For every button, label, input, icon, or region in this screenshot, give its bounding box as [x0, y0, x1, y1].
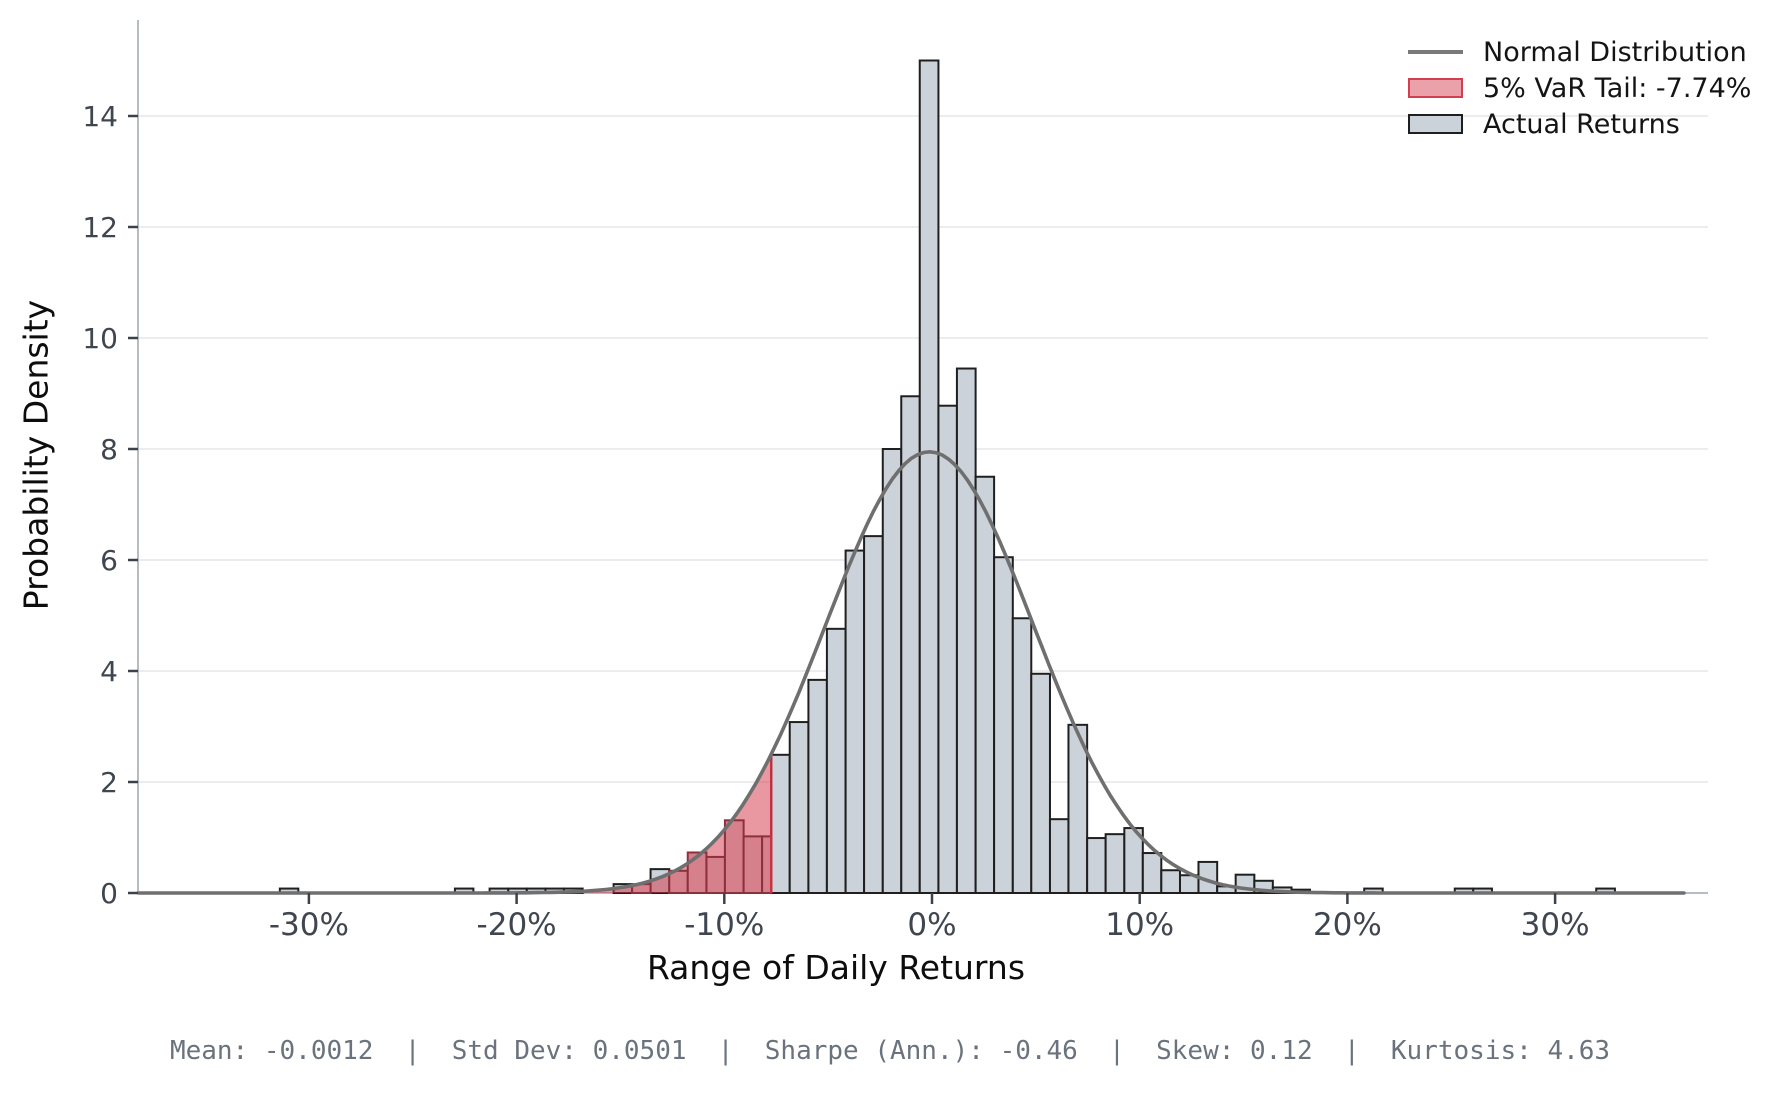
y-tick-label: 12: [82, 211, 118, 244]
var-tail-bar: [742, 835, 764, 895]
stats-footer: Mean: -0.0012 | Std Dev: 0.0501 | Sharpe…: [169, 1036, 1611, 1066]
y-tick-label: 14: [82, 100, 118, 133]
x-tick-label: 30%: [1521, 907, 1590, 943]
histogram-bar: [1030, 672, 1051, 895]
legend-label: Normal Distribution: [1483, 36, 1747, 68]
histogram-bar: [1141, 852, 1163, 894]
x-tick-label: -30%: [269, 907, 349, 943]
legend: Normal Distribution 5% VaR Tail: -7.74% …: [1408, 36, 1751, 144]
y-tick-label: 10: [82, 322, 118, 355]
histogram-bar: [993, 556, 1014, 894]
histogram-bar: [955, 367, 977, 894]
histogram-bar: [1048, 818, 1070, 894]
histogram-bar: [844, 549, 866, 894]
y-tick-label: 0: [100, 877, 118, 910]
legend-item-actual-returns: Actual Returns: [1408, 108, 1751, 140]
var-tail-swatch-icon: [1408, 78, 1463, 98]
x-tick-label: -10%: [684, 907, 764, 943]
histogram-bar: [974, 475, 996, 894]
histogram-bar: [918, 59, 940, 894]
histogram-bar: [881, 448, 903, 894]
x-tick-label: 0%: [907, 907, 956, 943]
x-tick-label: -20%: [477, 907, 557, 943]
normal-curve: [136, 449, 1686, 895]
y-tick-label: 4: [100, 655, 118, 688]
var-tail-bar: [705, 855, 726, 894]
normal-curve-swatch-icon: [1408, 50, 1463, 54]
histogram-bar: [1104, 833, 1126, 894]
y-tick-label: 8: [100, 433, 118, 466]
actual-returns-swatch-icon: [1408, 114, 1463, 134]
histogram-bar: [1160, 869, 1181, 894]
y-tick-label: 2: [100, 766, 118, 799]
histogram-bar: [770, 753, 791, 894]
x-axis-title: Range of Daily Returns: [646, 948, 1026, 987]
var-tail-bar: [761, 835, 773, 895]
x-tick-label: 20%: [1313, 907, 1382, 943]
histogram-bar: [937, 404, 958, 894]
y-tick-label: 6: [100, 544, 118, 577]
histogram-bar: [825, 627, 847, 894]
legend-item-var-tail: 5% VaR Tail: -7.74%: [1408, 72, 1751, 104]
legend-item-normal-distribution: Normal Distribution: [1408, 36, 1751, 68]
histogram-bar: [900, 395, 921, 894]
histogram-bar: [807, 678, 828, 894]
histogram-bar: [1067, 723, 1089, 895]
x-tick-label: 10%: [1105, 907, 1174, 943]
histogram-bar: [1086, 837, 1107, 894]
y-axis-title: Probability Density: [16, 299, 56, 611]
histogram-bar: [1011, 617, 1033, 895]
legend-label: 5% VaR Tail: -7.74%: [1483, 72, 1752, 104]
histogram-bar: [863, 535, 884, 894]
legend-label: Actual Returns: [1483, 108, 1680, 140]
var-tail-bar: [723, 819, 745, 894]
histogram-bar: [788, 721, 810, 894]
